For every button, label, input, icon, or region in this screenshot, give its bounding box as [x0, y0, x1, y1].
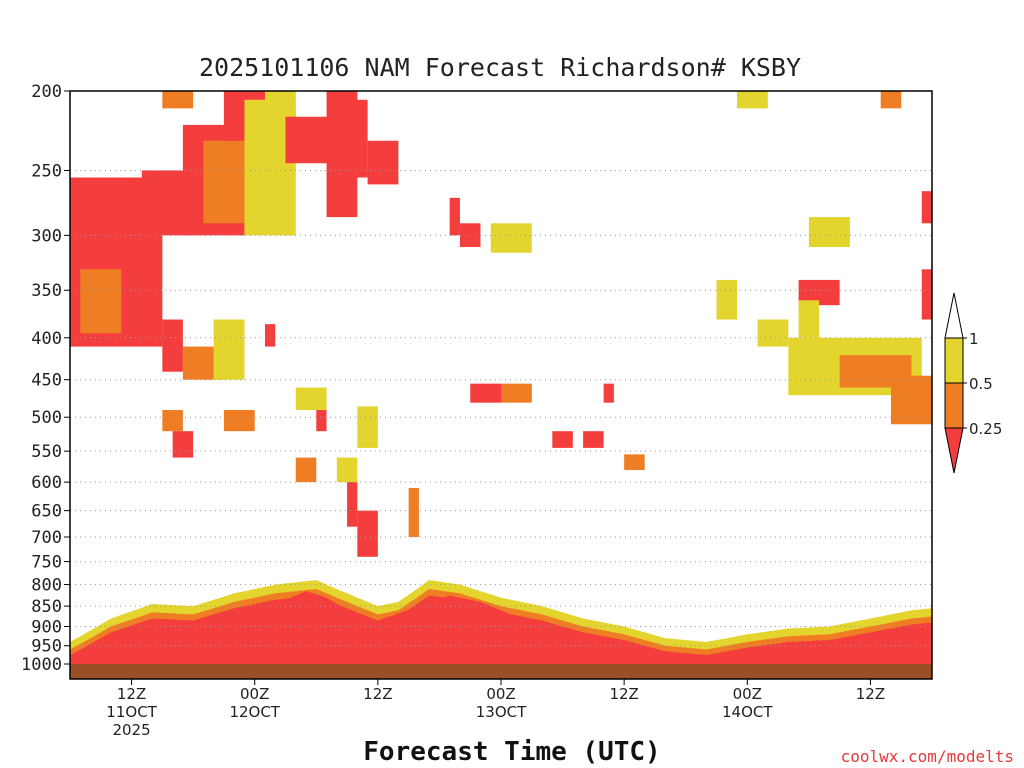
- y-axis: 200 250 300 350 400 450 500 550 600 650 700 750 8008…: [21, 82, 70, 675]
- ri-cell-44: [737, 91, 768, 109]
- xtick-label-1-1: 12OCT: [229, 703, 280, 721]
- ytick-label-450: 450: [31, 371, 62, 391]
- plot-area: [70, 91, 932, 679]
- ytick-label-600: 600: [31, 473, 62, 493]
- ytick-label-500: 500: [31, 408, 62, 428]
- ri-cell-28: [449, 197, 460, 236]
- ri-cell-36: [603, 383, 614, 403]
- ytick-label-1000: 1000: [21, 655, 62, 675]
- ri-cell-11: [347, 99, 368, 178]
- ri-cell-1: [80, 269, 122, 334]
- ri-cell-35: [624, 454, 645, 471]
- ri-cell-32: [501, 383, 532, 403]
- ground-strip: [70, 664, 932, 679]
- xtick-label-1-0: 00Z: [240, 685, 269, 703]
- xtick-label-6-0: 12Z: [856, 685, 885, 703]
- ri-cell-33: [552, 431, 573, 448]
- ri-cell-21: [316, 410, 327, 432]
- ri-cell-31: [470, 383, 501, 403]
- ytick-label-950: 950: [31, 637, 62, 657]
- ytick-label-550: 550: [31, 442, 62, 462]
- ri-cell-27: [408, 488, 419, 538]
- ytick-label-650: 650: [31, 502, 62, 522]
- ytick-label-400: 400: [31, 329, 62, 349]
- ri-cell-25: [347, 482, 358, 527]
- ri-cell-45: [880, 91, 902, 109]
- ri-cell-30: [490, 223, 532, 253]
- ri-cell-48: [798, 300, 820, 338]
- ri-cell-13: [162, 319, 183, 372]
- ri-cell-12: [367, 140, 399, 185]
- ri-cell-8: [264, 91, 296, 117]
- ri-cell-26: [357, 510, 378, 557]
- ri-cell-23: [295, 457, 317, 483]
- legend: 1 0.5 0.25: [944, 292, 1002, 474]
- chart-title: 2025101106 NAM Forecast Richardson# KSBY: [199, 53, 801, 82]
- legend-label-1: 0.5: [969, 375, 993, 393]
- xtick-label-5-1: 14OCT: [722, 703, 773, 721]
- ri-cell-19: [264, 324, 276, 347]
- xtick-label-3-1: 13OCT: [476, 703, 527, 721]
- ri-cell-43: [921, 191, 932, 224]
- x-axis-label: Forecast Time (UTC): [363, 737, 660, 767]
- ytick-label-300: 300: [31, 226, 62, 246]
- ri-cell-34: [583, 431, 604, 448]
- xtick-label-0-2: 2025: [112, 721, 150, 739]
- legend-swatch-high: [944, 337, 964, 384]
- ytick-label-900: 900: [31, 617, 62, 637]
- ri-cell-42: [921, 269, 932, 320]
- xtick-label-3-0: 00Z: [486, 685, 515, 703]
- ri-cell-3: [162, 91, 194, 109]
- legend-swatch-low: [944, 427, 964, 474]
- xtick-label-0-0: 12Z: [117, 685, 146, 703]
- legend-label-0: 1: [969, 330, 979, 348]
- ri-cell-24: [336, 457, 358, 483]
- xtick-label-5-0: 00Z: [733, 685, 762, 703]
- ri-cell-46: [808, 217, 850, 248]
- ri-cell-22: [357, 406, 378, 448]
- ri-cell-47: [716, 279, 738, 320]
- credit-link[interactable]: coolwx.com/modelts: [841, 747, 1014, 766]
- ri-cell-15: [213, 319, 245, 380]
- ri-cell-41: [890, 375, 932, 425]
- ytick-label-800: 800: [31, 576, 62, 596]
- ri-cell-20: [295, 387, 327, 411]
- ytick-label-850: 850: [31, 597, 62, 617]
- xtick-label-4-0: 12Z: [609, 685, 638, 703]
- legend-swatch-top: [944, 292, 964, 339]
- ri-cell-37: [757, 319, 789, 347]
- ytick-label-350: 350: [31, 281, 62, 301]
- ri-cell-17: [172, 431, 194, 458]
- ri-cell-16: [162, 410, 183, 432]
- xtick-label-0-1: 11OCT: [106, 703, 157, 721]
- ri-cell-18: [223, 410, 255, 432]
- legend-label-2: 0.25: [969, 420, 1002, 438]
- xtick-label-2-0: 12Z: [363, 685, 392, 703]
- legend-swatch-mid: [944, 382, 964, 429]
- ytick-label-700: 700: [31, 528, 62, 548]
- ytick-label-250: 250: [31, 161, 62, 181]
- ytick-label-750: 750: [31, 553, 62, 573]
- ytick-label-200: 200: [31, 82, 62, 102]
